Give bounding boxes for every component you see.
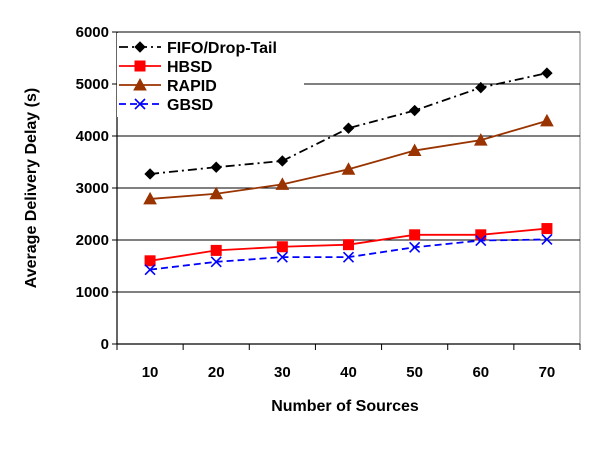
x-tick-label: 60	[472, 364, 489, 381]
data-point-hbsd	[409, 229, 421, 241]
data-point-fifo-drop-tail	[276, 155, 289, 167]
x-marker-stroke	[475, 234, 487, 247]
x-marker-stroke	[541, 233, 553, 246]
data-point-fifo-drop-tail	[144, 168, 156, 180]
legend-swatch-marker	[134, 98, 146, 110]
data-point-rapid	[341, 162, 356, 175]
x-tick-label: 10	[142, 364, 159, 381]
x-tick-label: 70	[539, 364, 556, 381]
x-marker-stroke	[210, 256, 222, 268]
legend-label: FIFO/Drop-Tail	[167, 40, 277, 57]
legend-label: GBSD	[167, 97, 213, 114]
y-tick-label: 4000	[76, 128, 109, 145]
y-tick-label: 3000	[76, 180, 109, 197]
data-point-rapid	[540, 113, 554, 127]
legend-label: HBSD	[167, 59, 212, 76]
x-tick-label: 30	[274, 364, 291, 381]
series-hbsd	[144, 223, 553, 267]
data-point-hbsd	[541, 223, 553, 235]
data-point-hbsd	[210, 244, 222, 256]
legend-swatch-marker	[133, 77, 147, 91]
y-tick-label: 5000	[76, 76, 109, 93]
data-point-rapid	[473, 133, 488, 146]
x-tick-label: 50	[406, 364, 423, 381]
data-point-rapid	[275, 177, 290, 190]
x-marker-stroke	[144, 264, 156, 276]
data-point-fifo-drop-tail	[475, 81, 487, 94]
data-point-fifo-drop-tail	[408, 104, 421, 117]
series-fifo-drop-tail	[144, 67, 553, 180]
legend-background	[117, 33, 304, 117]
data-point-fifo-drop-tail	[342, 122, 355, 134]
y-tick-label: 1000	[76, 284, 109, 301]
series-rapid	[143, 113, 554, 205]
data-point-gbsd	[144, 264, 156, 276]
y-axis-label: Average Delivery Delay (s)	[23, 88, 40, 288]
data-point-rapid	[209, 186, 224, 200]
legend-entry-rapid: RAPID	[119, 77, 217, 95]
data-point-gbsd	[276, 251, 288, 263]
x-marker-stroke	[134, 98, 146, 110]
data-point-fifo-drop-tail	[541, 67, 553, 79]
axes: 0 1000 2000 3000 4000 5000 6000 10 20 30 40 50 60 70	[76, 24, 581, 381]
data-point-rapid	[407, 143, 422, 157]
data-point-hbsd	[343, 239, 354, 251]
data-point-hbsd	[475, 229, 487, 241]
legend-entry-hbsd: HBSD	[119, 59, 212, 76]
x-tick-label: 20	[208, 364, 225, 381]
x-marker-stroke	[276, 251, 288, 263]
x-tick-label: 40	[340, 364, 357, 381]
data-point-fifo-drop-tail	[210, 161, 222, 173]
legend-swatch-marker	[134, 60, 146, 72]
legend-entry-gbsd: GBSD	[119, 97, 213, 114]
legend: FIFO/Drop-Tail HBSD RAPID GBSD	[117, 33, 304, 117]
series-lines	[143, 67, 554, 276]
legend-label: RAPID	[167, 78, 217, 95]
data-point-gbsd	[409, 241, 421, 253]
data-point-gbsd	[342, 251, 355, 263]
data-point-gbsd	[210, 256, 222, 268]
y-tick-label: 2000	[76, 232, 109, 249]
y-tick-label: 0	[101, 336, 109, 353]
y-tick-label: 6000	[76, 24, 109, 41]
data-point-gbsd	[475, 234, 487, 247]
data-point-gbsd	[541, 233, 553, 246]
x-marker-stroke	[342, 251, 355, 263]
legend-entry-fifo-drop-tail: FIFO/Drop-Tail	[119, 40, 277, 57]
x-marker-stroke	[409, 241, 421, 253]
legend-swatch-marker	[134, 41, 146, 53]
series-gbsd	[144, 233, 553, 276]
data-point-rapid	[143, 191, 157, 205]
x-axis-label: Number of Sources	[271, 398, 419, 415]
data-point-hbsd	[276, 241, 288, 253]
data-point-hbsd	[144, 255, 156, 267]
